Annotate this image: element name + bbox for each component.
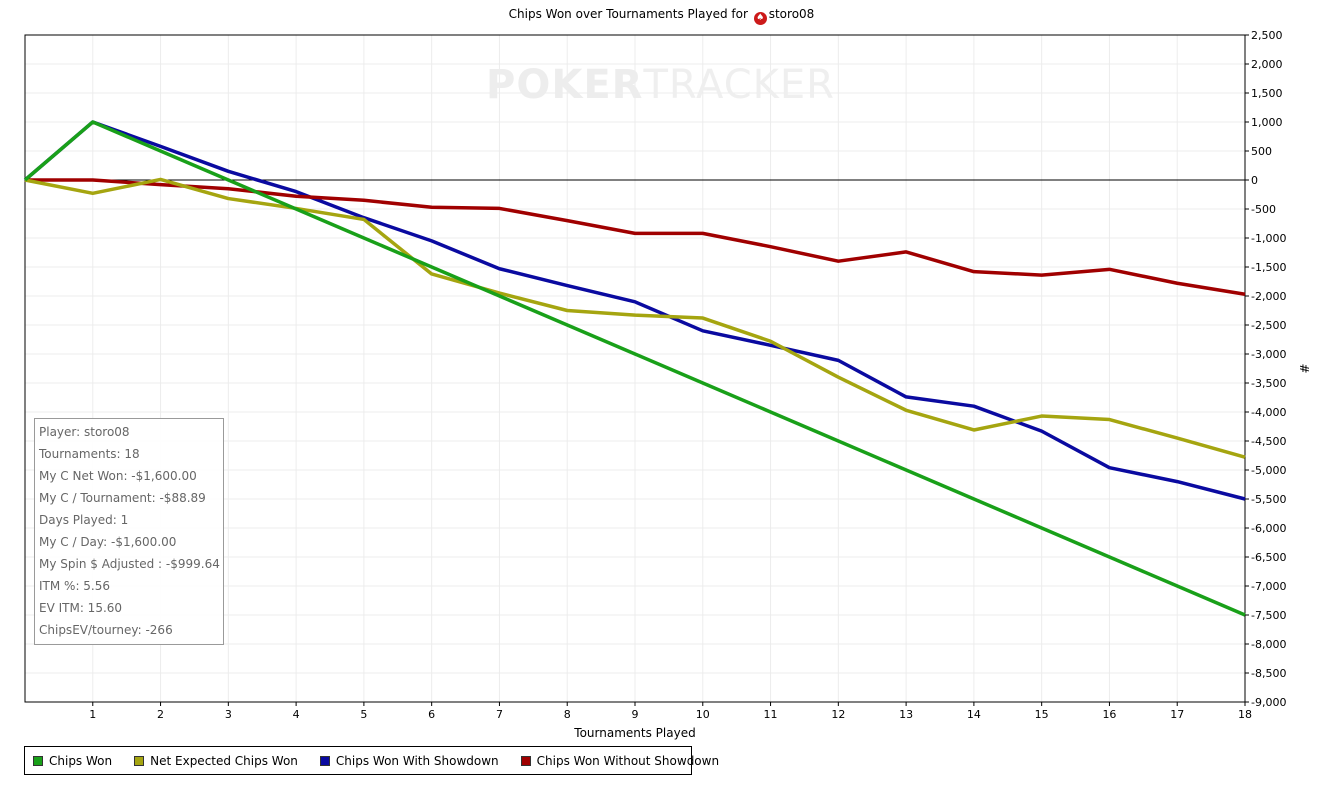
x-tick-label: 18 xyxy=(1238,708,1252,721)
legend-swatch xyxy=(319,755,330,766)
y-tick-label: 500 xyxy=(1251,145,1272,158)
x-tick-label: 5 xyxy=(360,708,367,721)
chart-title-prefix: Chips Won over Tournaments Played for xyxy=(508,7,748,21)
pokertracker-watermark: POKERTRACKER xyxy=(486,62,835,108)
stat-line: ChipsEV/tourney: -266 xyxy=(39,623,173,637)
x-tick-label: 8 xyxy=(564,708,571,721)
series-line-chips-won-with-showdown xyxy=(23,120,1246,501)
chart-title-player: storo08 xyxy=(768,7,815,21)
y-tick-label: -5,000 xyxy=(1251,464,1286,477)
y-tick-label: -5,500 xyxy=(1251,493,1286,506)
y-axis-label: # xyxy=(1297,363,1311,373)
legend-swatch xyxy=(134,755,145,766)
x-tick-label: 13 xyxy=(899,708,913,721)
y-tick-label: -6,000 xyxy=(1251,522,1286,535)
y-tick-label: -7,000 xyxy=(1251,580,1286,593)
y-tick-label: -3,000 xyxy=(1251,348,1286,361)
stat-line: EV ITM: 15.60 xyxy=(39,601,123,615)
stat-line: My Spin $ Adjusted : -$999.64 xyxy=(39,557,220,571)
y-tick-label: 2,000 xyxy=(1251,58,1283,71)
x-tick-label: 6 xyxy=(428,708,435,721)
stat-line: Days Played: 1 xyxy=(39,513,129,527)
series-line-net-expected-chips-won xyxy=(24,177,1246,459)
chart-title: Chips Won over Tournaments Played for ♠ s… xyxy=(0,7,1323,25)
y-tick-label: -1,000 xyxy=(1251,232,1286,245)
legend-swatch xyxy=(520,755,531,766)
stat-line: My C Net Won: -$1,600.00 xyxy=(39,469,197,483)
x-tick-label: 14 xyxy=(967,708,981,721)
y-tick-label: -4,000 xyxy=(1251,406,1286,419)
y-tick-label: -3,500 xyxy=(1251,377,1286,390)
y-tick-label: 1,500 xyxy=(1251,87,1283,100)
stat-line: ITM %: 5.56 xyxy=(39,579,111,593)
y-tick-label: -8,000 xyxy=(1251,638,1286,651)
legend-item: Chips Won Without Showdown xyxy=(520,753,720,768)
legend-label: Chips Won With Showdown xyxy=(335,753,499,768)
stat-line: My C / Day: -$1,600.00 xyxy=(39,535,177,549)
legend-label: Chips Won Without Showdown xyxy=(536,753,720,768)
y-tick-label: -1,500 xyxy=(1251,261,1286,274)
legend-item: Chips Won xyxy=(33,754,112,768)
chart-legend: Chips Won Net Expected Chips Won Chips Won… xyxy=(24,746,719,775)
x-tick-label: 7 xyxy=(496,708,503,721)
pokerstars-spade-icon: ♠ xyxy=(753,12,767,25)
stat-line: Player: storo08 xyxy=(39,425,130,439)
series-line-chips-won-without-showdown xyxy=(25,178,1246,296)
y-tick-label: -500 xyxy=(1251,203,1276,216)
y-tick-label: 1,000 xyxy=(1251,116,1283,129)
legend-item: Net Expected Chips Won xyxy=(134,754,298,768)
y-tick-label: -8,500 xyxy=(1251,667,1286,680)
stats-box: Player: storo08 Tournaments: 18 My C Net W… xyxy=(34,418,224,645)
legend-label: Chips Won xyxy=(49,753,113,768)
x-tick-label: 12 xyxy=(831,708,845,721)
y-tick-label: -7,500 xyxy=(1251,609,1286,622)
y-tick-label: -6,500 xyxy=(1251,551,1286,564)
x-tick-label: 9 xyxy=(632,708,639,721)
stat-line: My C / Tournament: -$88.89 xyxy=(39,491,206,505)
y-tick-label: -2,500 xyxy=(1251,319,1286,332)
x-tick-label: 1 xyxy=(89,708,96,721)
legend-label: Net Expected Chips Won xyxy=(150,753,298,768)
y-tick-label: -2,000 xyxy=(1251,290,1286,303)
x-tick-label: 4 xyxy=(293,708,300,721)
x-tick-label: 2 xyxy=(157,708,164,721)
legend-swatch xyxy=(33,755,43,766)
y-tick-label: 2,500 xyxy=(1251,29,1283,42)
x-axis-label: Tournaments Played xyxy=(573,726,695,740)
stat-line: Tournaments: 18 xyxy=(39,447,140,461)
x-tick-label: 3 xyxy=(225,708,232,721)
series-line-chips-won xyxy=(23,120,1246,617)
x-tick-label: 16 xyxy=(1102,708,1116,721)
x-tick-label: 10 xyxy=(696,708,710,721)
x-tick-label: 11 xyxy=(764,708,778,721)
y-tick-label: -9,000 xyxy=(1251,696,1286,709)
y-tick-label: 0 xyxy=(1251,174,1258,187)
y-tick-label: -4,500 xyxy=(1251,435,1286,448)
x-tick-label: 17 xyxy=(1170,708,1184,721)
x-tick-label: 15 xyxy=(1035,708,1049,721)
legend-item: Chips Won With Showdown xyxy=(319,753,499,768)
